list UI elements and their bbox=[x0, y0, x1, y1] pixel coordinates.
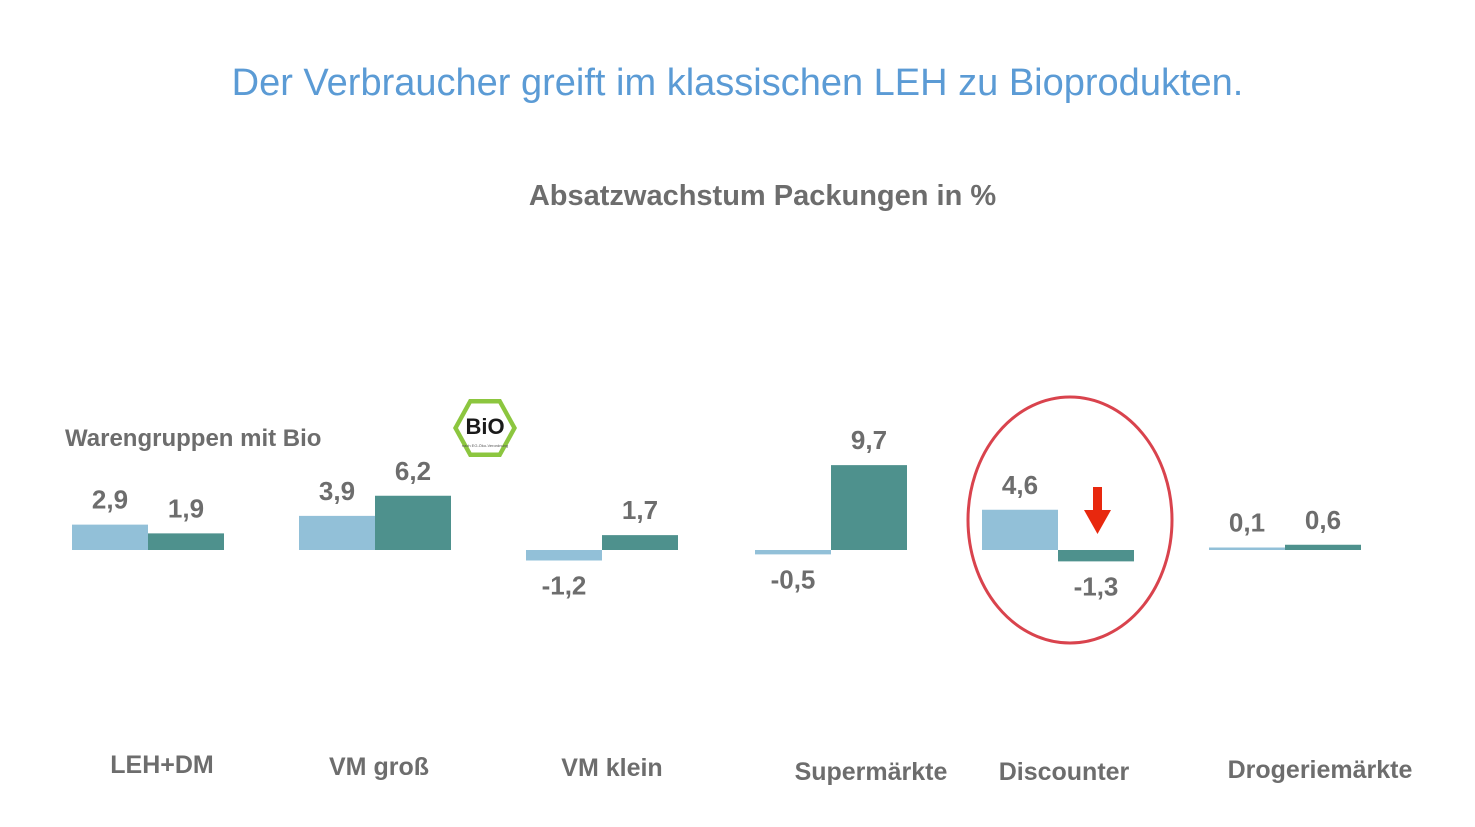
category-label-0: LEH+DM bbox=[110, 751, 213, 779]
category-labels-layer: LEH+DM VM groß VM klein Supermärkte Discount… bbox=[110, 751, 1412, 786]
value-label-total-5: 0,6 bbox=[1305, 505, 1341, 535]
bio-seal-logo: BiO nach EG-Öko-Verordnung bbox=[453, 399, 517, 457]
bar-total-2 bbox=[602, 535, 678, 550]
value-labels-layer: 2,9 3,9 -1,2 -0,5 4,6 0,1 1,9 6,2 1,7 9,7 -1,3 0,6 bbox=[92, 425, 1341, 601]
bar-bio-0 bbox=[72, 524, 148, 550]
legend-series-bio: Warengruppen mit Bio bbox=[65, 425, 321, 452]
svg-text:nach EG-Öko-Verordnung: nach EG-Öko-Verordnung bbox=[462, 443, 508, 448]
bar-total-4 bbox=[1058, 550, 1134, 562]
bar-bio-3 bbox=[755, 550, 831, 555]
bar-bio-1 bbox=[299, 515, 375, 550]
bar-total-5 bbox=[1285, 544, 1361, 550]
value-label-total-2: 1,7 bbox=[622, 495, 658, 525]
slide-title: Der Verbraucher greift im klassischen LE… bbox=[231, 62, 1244, 104]
value-label-bio-5: 0,1 bbox=[1229, 508, 1265, 538]
bar-total-1 bbox=[375, 495, 451, 550]
value-label-total-4: -1,3 bbox=[1074, 571, 1119, 601]
bar-bio-4 bbox=[982, 509, 1058, 550]
category-label-3: Supermärkte bbox=[795, 758, 948, 786]
value-label-bio-2: -1,2 bbox=[542, 571, 587, 601]
bars-layer bbox=[72, 465, 1361, 562]
discounter-highlight-circle bbox=[966, 395, 1174, 645]
value-label-bio-0: 2,9 bbox=[92, 485, 128, 515]
down-arrow-icon bbox=[1084, 487, 1111, 534]
category-label-2: VM klein bbox=[561, 754, 662, 782]
bar-total-0 bbox=[148, 533, 224, 550]
category-label-5: Drogeriemärkte bbox=[1228, 756, 1413, 784]
bar-bio-5 bbox=[1209, 547, 1285, 550]
svg-text:BiO: BiO bbox=[465, 414, 504, 439]
value-label-total-1: 6,2 bbox=[395, 456, 431, 486]
value-label-total-0: 1,9 bbox=[168, 493, 204, 523]
value-label-total-3: 9,7 bbox=[851, 425, 887, 455]
category-label-4: Discounter bbox=[999, 758, 1130, 786]
value-label-bio-1: 3,9 bbox=[319, 476, 355, 506]
category-label-1: VM groß bbox=[329, 753, 429, 781]
bar-bio-2 bbox=[526, 550, 602, 561]
bar-total-3 bbox=[831, 465, 907, 550]
value-label-bio-3: -0,5 bbox=[771, 564, 816, 594]
value-label-bio-4: 4,6 bbox=[1002, 470, 1038, 500]
chart-title: Absatzwachstum Packungen in % bbox=[528, 180, 997, 212]
